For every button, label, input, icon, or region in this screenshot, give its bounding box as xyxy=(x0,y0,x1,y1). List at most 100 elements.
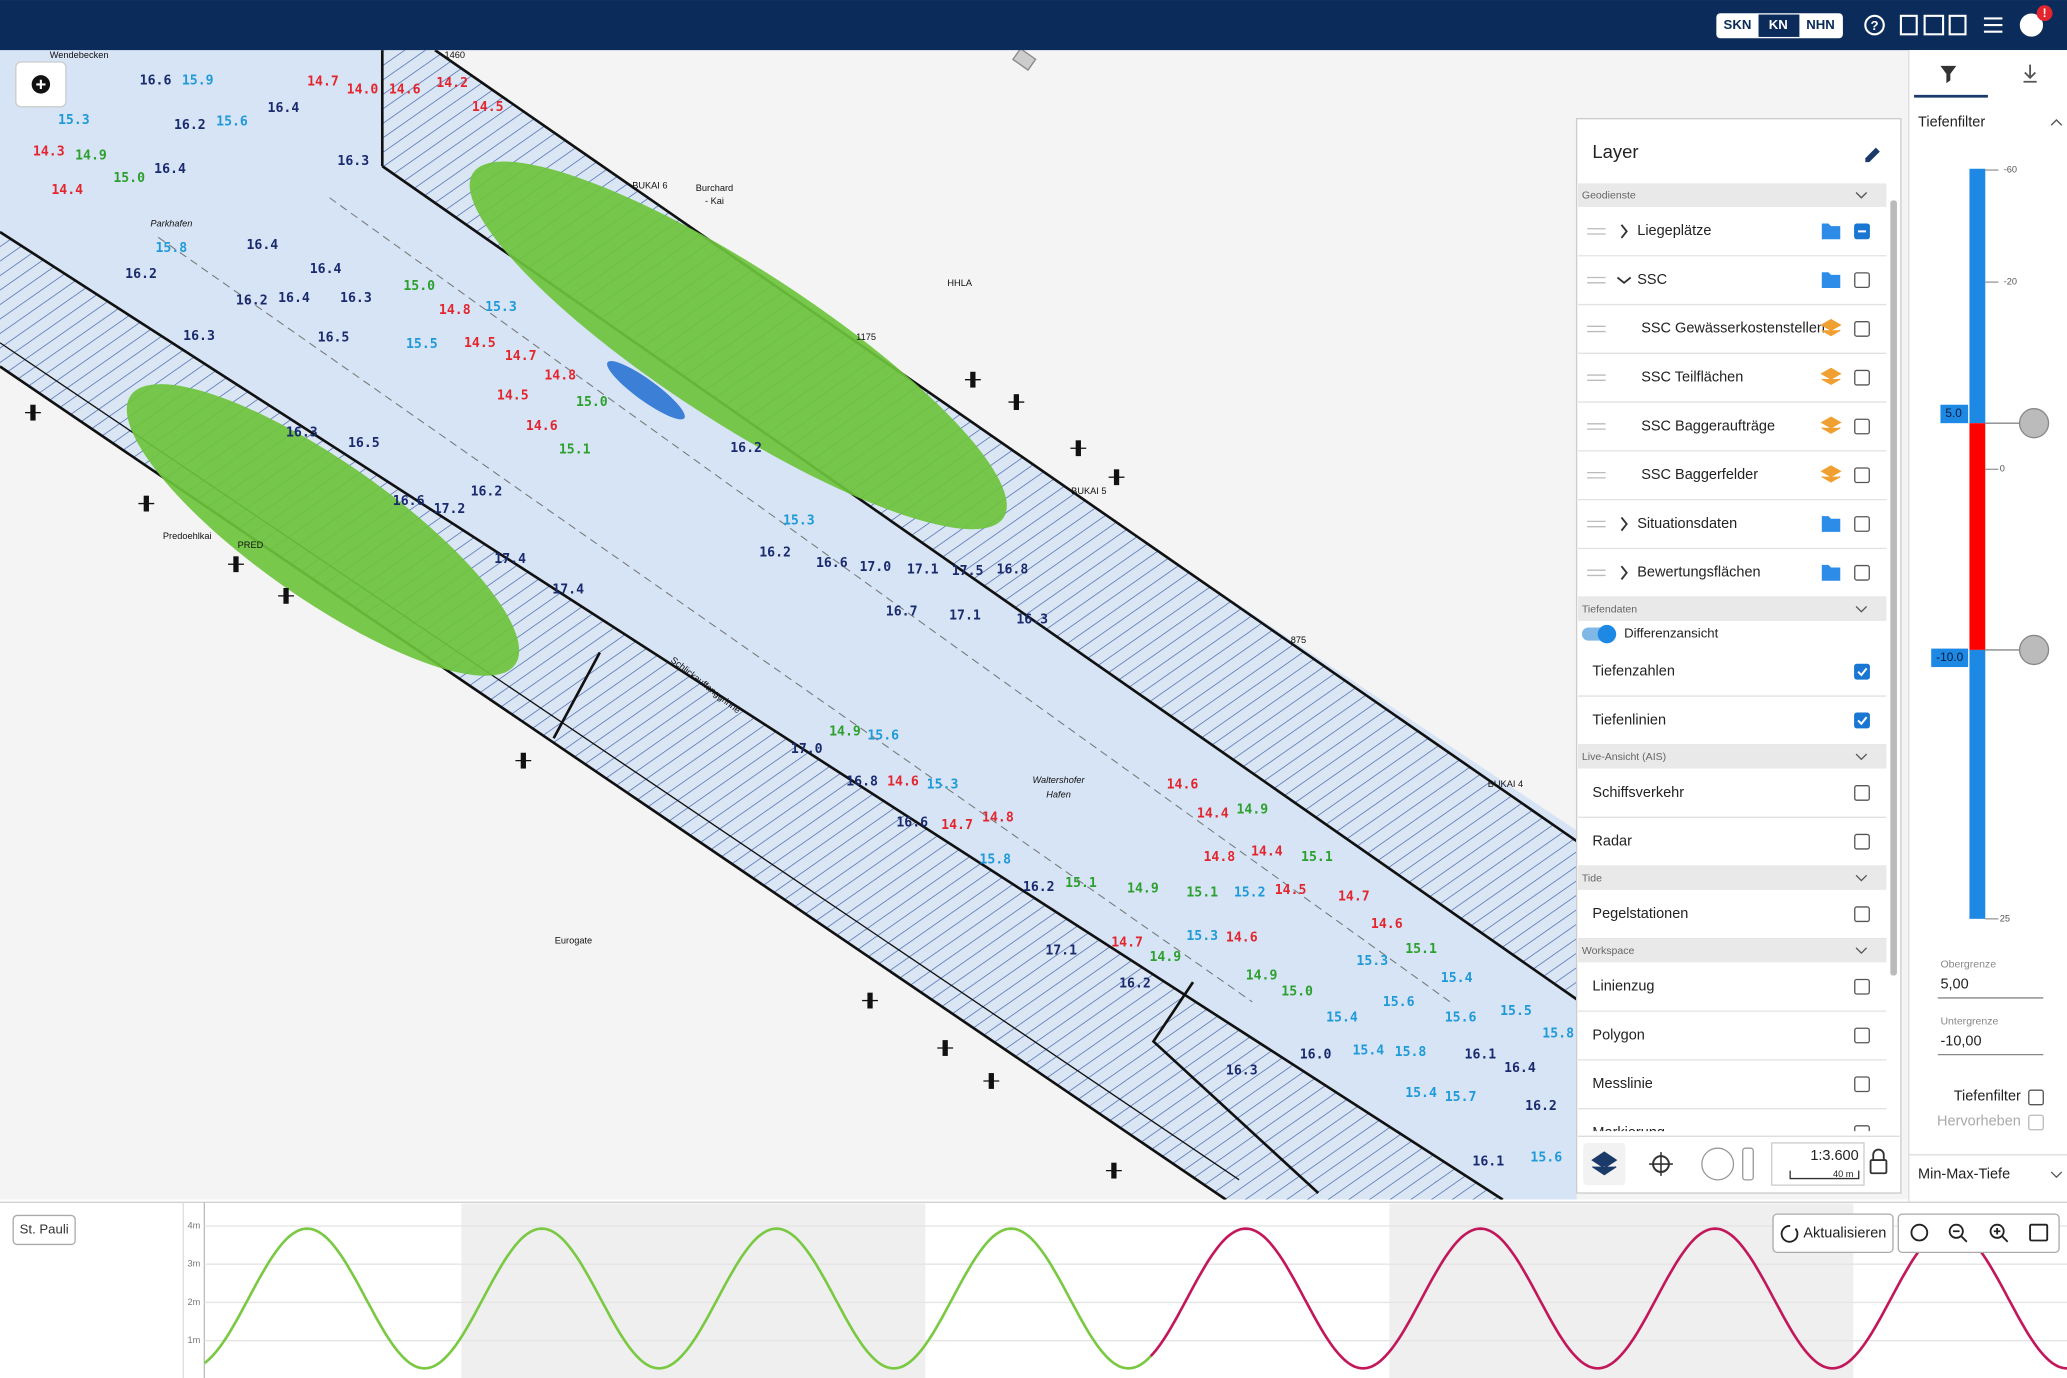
section-chevron[interactable] xyxy=(1855,605,1868,613)
layer-checkbox[interactable] xyxy=(1854,663,1870,680)
drag-handle[interactable] xyxy=(1587,471,1606,479)
green-area[interactable] xyxy=(91,339,554,720)
calendar-button[interactable] xyxy=(2029,1223,2049,1242)
section-chevron[interactable] xyxy=(1855,192,1868,199)
layer-checkbox[interactable] xyxy=(1854,564,1870,581)
layer-checkbox[interactable] xyxy=(1854,516,1870,532)
station-button[interactable] xyxy=(12,1214,76,1246)
toggle-knob[interactable] xyxy=(1597,624,1617,644)
tide-y-label: 2m xyxy=(188,1297,201,1307)
layer-checkbox[interactable] xyxy=(1854,906,1870,923)
layer-checkbox[interactable] xyxy=(1854,978,1870,995)
layer-checkbox[interactable] xyxy=(1854,1125,1870,1141)
datum-option[interactable]: SKN xyxy=(1724,17,1752,32)
collapse-icon[interactable] xyxy=(2050,119,2063,126)
user-icon[interactable] xyxy=(2019,13,2044,37)
drag-handle[interactable] xyxy=(1587,520,1606,528)
place-label: Parkhafen xyxy=(150,219,192,229)
depth-sounding: 16.3 xyxy=(1226,1063,1258,1078)
depth-sounding: 16.6 xyxy=(393,494,425,509)
layer-checkbox[interactable] xyxy=(1854,1076,1870,1093)
green-area[interactable] xyxy=(431,109,1045,582)
layer-checkbox[interactable] xyxy=(1854,1027,1870,1044)
datum-option[interactable]: KN xyxy=(1769,17,1788,32)
layer-checkbox[interactable] xyxy=(1854,712,1870,729)
lower-marker-box xyxy=(1931,648,1969,668)
zoom-out-button[interactable] xyxy=(1948,1223,1964,1239)
edit-icon[interactable] xyxy=(1865,147,1880,163)
section-chevron[interactable] xyxy=(1855,874,1868,882)
drag-handle[interactable] xyxy=(1587,374,1606,381)
layer-label: Schiffsverkehr xyxy=(1592,785,1684,801)
depth-sounding: 14.9 xyxy=(1236,802,1268,817)
drag-handle[interactable] xyxy=(1587,569,1606,577)
download-tab[interactable] xyxy=(2023,64,2037,83)
refresh-button[interactable] xyxy=(1772,1213,1894,1254)
expand-icon[interactable] xyxy=(1620,224,1628,239)
option-checkbox[interactable] xyxy=(2028,1089,2044,1106)
lower-slider[interactable] xyxy=(2018,634,2050,666)
scrollbar[interactable] xyxy=(1890,200,1897,976)
depth-sounding: 14.9 xyxy=(829,725,861,740)
layer-checkbox[interactable] xyxy=(1854,369,1870,386)
filter-tab[interactable] xyxy=(1940,65,1957,84)
expand-icon[interactable] xyxy=(2050,1171,2063,1179)
layer-checkbox[interactable] xyxy=(1854,833,1870,850)
folder-icon xyxy=(1821,516,1841,532)
settings-icon[interactable] xyxy=(1983,17,2003,33)
vessel[interactable] xyxy=(601,354,690,427)
section-chevron[interactable] xyxy=(1855,753,1868,761)
datum-toggle[interactable]: SKN KN NHN xyxy=(1716,13,1843,39)
layer-checkbox[interactable] xyxy=(1854,785,1870,801)
layer-label: SSC xyxy=(1637,272,1667,288)
lock-button[interactable] xyxy=(1869,1159,1888,1175)
section-header: Live-Ansicht (AIS) xyxy=(1582,751,1666,763)
layout-bottom-icon[interactable] xyxy=(1923,14,1945,36)
section-header: Geodienste xyxy=(1582,190,1636,202)
compass[interactable] xyxy=(1701,1147,1735,1181)
datum-option[interactable]: NHN xyxy=(1806,17,1835,32)
depth-sounding: 15.6 xyxy=(1530,1150,1562,1165)
rotate-control[interactable] xyxy=(1742,1147,1754,1181)
depth-sounding: 14.5 xyxy=(497,388,529,403)
place-label: 1460 xyxy=(445,50,466,60)
depth-sounding: 17.1 xyxy=(1045,943,1077,958)
layout-right-icon[interactable] xyxy=(1948,14,1967,36)
layer-checkbox[interactable] xyxy=(1854,467,1870,484)
expand-icon[interactable] xyxy=(1620,565,1628,580)
layers-icon xyxy=(1820,465,1842,483)
next-section[interactable]: Min-Max-Tiefe xyxy=(1918,1166,2010,1182)
layer-checkbox[interactable] xyxy=(1854,418,1870,435)
depth-sounding: 16.1 xyxy=(1472,1154,1504,1169)
scale-bar xyxy=(1789,1170,1860,1180)
tide-y-label: 1m xyxy=(188,1335,201,1345)
section-chevron[interactable] xyxy=(1855,947,1868,955)
depth-sounding: 15.3 xyxy=(58,113,90,128)
place-label: Wendebecken xyxy=(50,50,109,60)
expand-icon[interactable] xyxy=(1620,516,1628,532)
depth-sounding: 15.6 xyxy=(1383,995,1415,1010)
expand-icon[interactable] xyxy=(1616,276,1632,284)
lower-label: Untergrenze xyxy=(1940,1015,1998,1027)
upper-value[interactable]: 5,00 xyxy=(1940,977,1968,993)
zoom-in-button[interactable] xyxy=(1989,1223,2005,1239)
option-checkbox[interactable] xyxy=(2028,1114,2044,1131)
drag-handle[interactable] xyxy=(1587,325,1606,333)
help-icon[interactable] xyxy=(1864,14,1885,36)
layers-icon xyxy=(1820,318,1842,337)
zoom-button[interactable] xyxy=(15,61,67,108)
depth-bar-range xyxy=(1969,423,1986,650)
section-header-bg xyxy=(1577,938,1887,963)
drag-handle[interactable] xyxy=(1587,423,1606,430)
drag-handle[interactable] xyxy=(1587,276,1606,284)
lower-value[interactable]: -10,00 xyxy=(1940,1033,1981,1049)
drag-handle[interactable] xyxy=(1587,228,1606,235)
layer-checkbox[interactable] xyxy=(1854,272,1870,289)
upper-slider[interactable] xyxy=(2018,408,2050,439)
depth-sounding: 14.9 xyxy=(1127,882,1159,897)
help-mark: ? xyxy=(1871,18,1879,33)
layout-left-icon[interactable] xyxy=(1899,14,1918,36)
history-button[interactable] xyxy=(1910,1223,1929,1242)
depth-sounding: 16.5 xyxy=(348,436,380,451)
layer-checkbox[interactable] xyxy=(1854,321,1870,337)
